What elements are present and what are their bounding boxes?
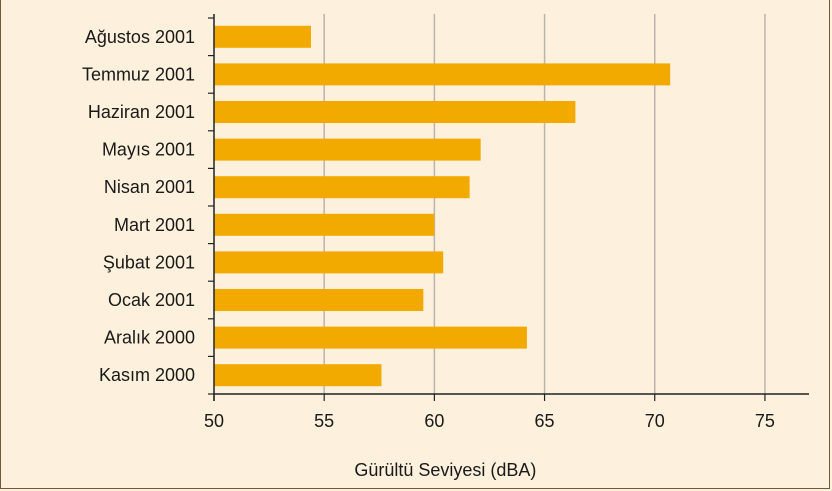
bar: [214, 289, 424, 311]
x-tick-label: 50: [204, 411, 224, 431]
category-labels: Ağustos 2001 Temmuz 2001 Haziran 2001 Mayıs…: [82, 27, 195, 385]
x-tick-label: 55: [314, 411, 334, 431]
bar: [214, 326, 527, 349]
x-tick-label: 65: [535, 411, 555, 431]
x-tick-label: 60: [424, 411, 444, 431]
x-axis-title: Gürültü Seviyesi (dBA): [354, 460, 536, 480]
category-label: Nisan 2001: [104, 177, 195, 197]
tick-labels: 50 55 60 65 70 75: [204, 411, 775, 431]
bar: [214, 138, 481, 161]
axes: [208, 14, 809, 401]
category-label: Mart 2001: [114, 215, 195, 235]
category-label: Mayıs 2001: [102, 140, 195, 160]
x-tick-label: 70: [645, 411, 665, 431]
bar: [214, 25, 311, 48]
bar: [214, 101, 576, 123]
category-label: Aralık 2000: [104, 328, 195, 348]
category-label: Ağustos 2001: [85, 27, 195, 47]
x-tick-label: 75: [755, 411, 775, 431]
bar: [214, 63, 671, 86]
bars: [214, 25, 671, 387]
category-label: Haziran 2001: [88, 102, 195, 122]
bar: [214, 176, 470, 199]
category-label: Ocak 2001: [108, 290, 195, 310]
category-label: Temmuz 2001: [82, 64, 195, 84]
bar: [214, 213, 435, 236]
bar: [214, 251, 444, 274]
category-label: Şubat 2001: [103, 252, 195, 272]
bar: [214, 364, 382, 387]
category-label: Kasım 2000: [99, 365, 195, 385]
